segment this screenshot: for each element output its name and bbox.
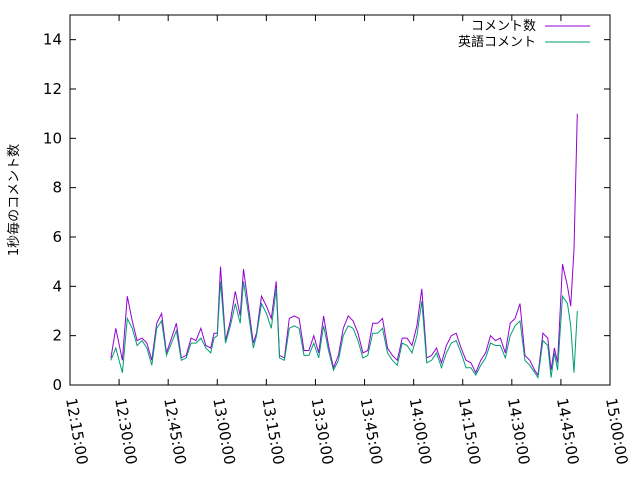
- y-axis-label: 1秒毎のコメント数: [6, 144, 22, 256]
- x-tick-label: 14:15:00: [455, 397, 484, 466]
- y-tick-label: 0: [52, 376, 62, 394]
- y-tick-label: 10: [43, 129, 62, 147]
- x-axis: 12:15:00 12:30:00 12:45:00 13:00:00 13:15:00…: [62, 15, 631, 466]
- series-layer: [110, 113, 578, 379]
- legend-label-0: コメント数: [471, 19, 536, 34]
- x-tick-label: 14:00:00: [406, 397, 435, 466]
- y-tick-label: 2: [52, 327, 62, 345]
- y-tick-label: 12: [43, 80, 62, 98]
- x-tick-label: 12:30:00: [111, 397, 140, 466]
- x-tick-label: 12:15:00: [62, 397, 91, 466]
- y-tick-label: 8: [52, 179, 62, 197]
- x-tick-label: 13:00:00: [209, 397, 238, 466]
- series-line-0: [110, 113, 578, 377]
- legend-label-1: 英語コメント: [458, 34, 536, 50]
- plot-frame: [69, 14, 611, 386]
- series-line-1: [110, 281, 578, 379]
- y-axis: 0 2 4 6 8 10 12 14: [43, 31, 610, 394]
- x-tick-label: 13:45:00: [357, 397, 386, 466]
- y-tick-label: 4: [52, 277, 62, 295]
- y-tick-label: 14: [43, 31, 62, 49]
- x-tick-label: 13:30:00: [308, 397, 337, 466]
- legend: コメント数 英語コメント: [458, 19, 590, 50]
- x-tick-label: 14:45:00: [553, 397, 582, 466]
- x-tick-label: 12:45:00: [160, 397, 189, 466]
- x-tick-label: 15:00:00: [602, 397, 631, 466]
- y-tick-label: 6: [52, 228, 62, 246]
- x-tick-label: 14:30:00: [504, 397, 533, 466]
- x-tick-label: 13:15:00: [258, 397, 287, 466]
